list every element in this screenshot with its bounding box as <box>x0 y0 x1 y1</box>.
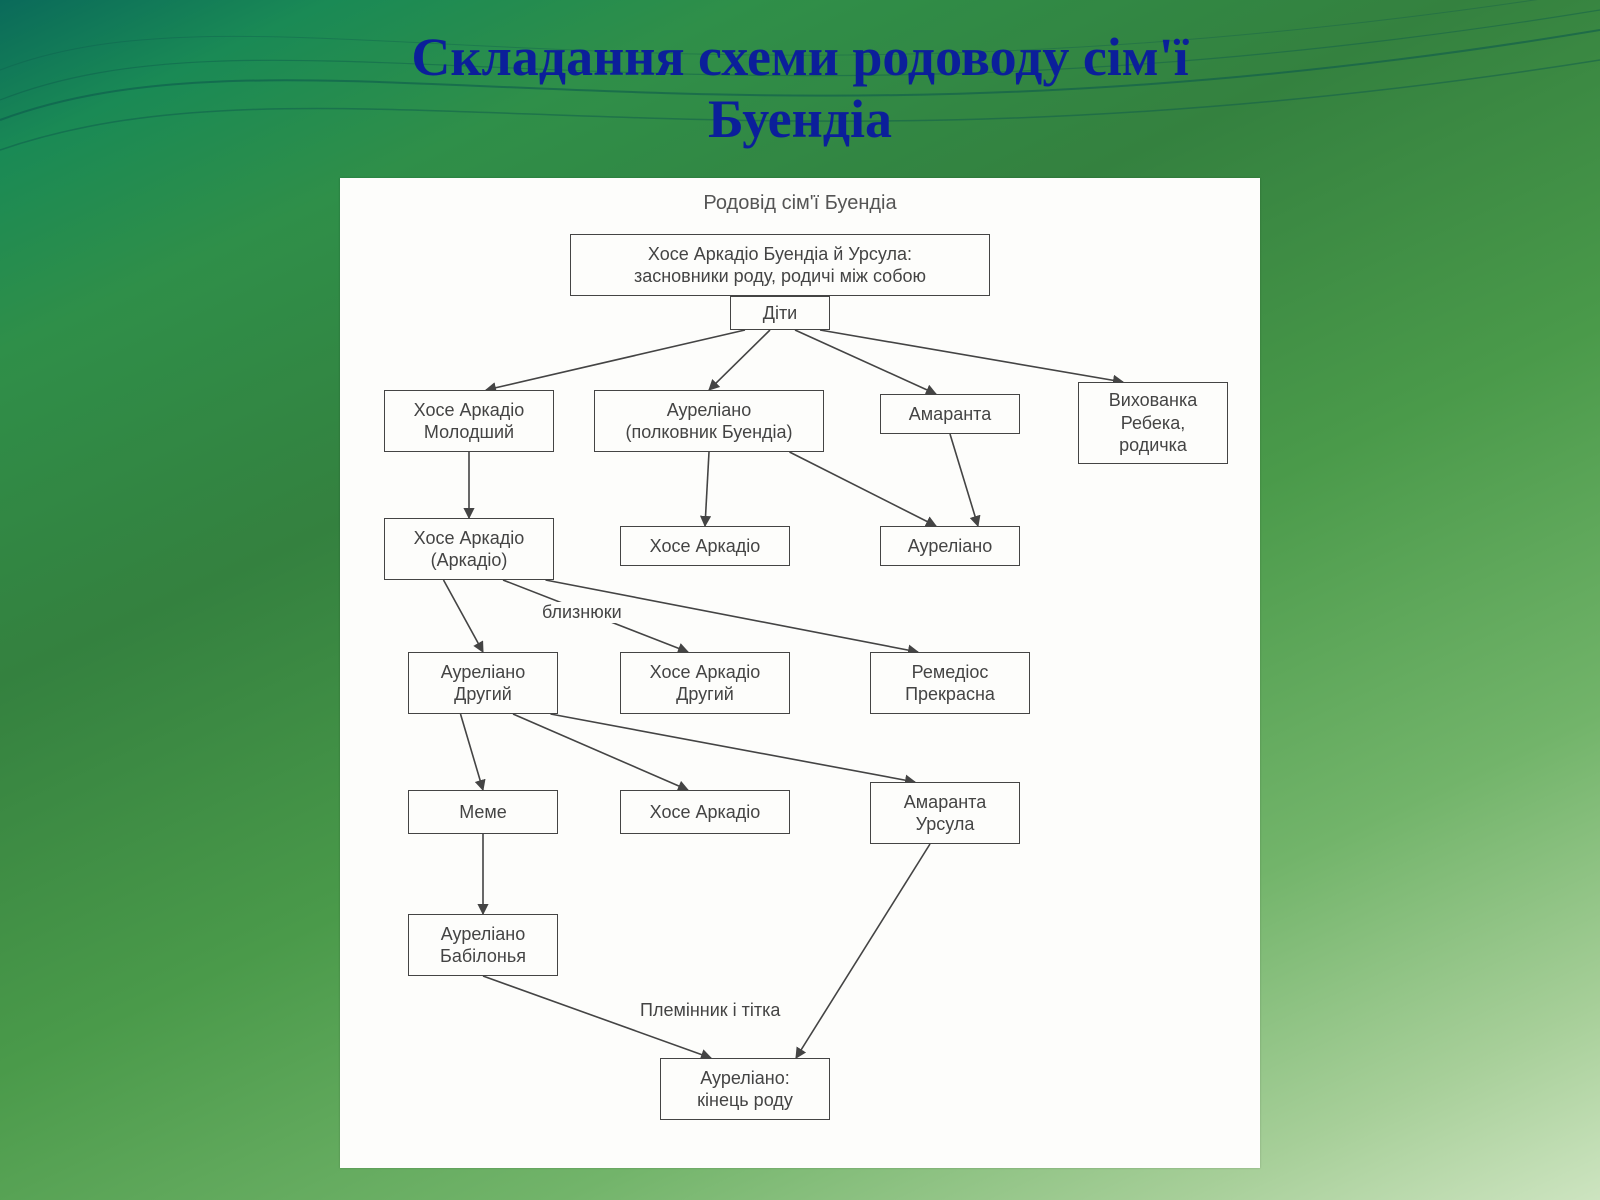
node-aureliano2: Ауреліано <box>880 526 1020 566</box>
node-aur_second: Ауреліано Другий <box>408 652 558 714</box>
node-babilonia: Ауреліано Бабілонья <box>408 914 558 976</box>
family-tree-inner: Родовід сім'ї Буендіа Хосе Аркадіо Буенд… <box>340 178 1260 1168</box>
node-jose_a2: Хосе Аркадіо <box>620 526 790 566</box>
slide-title: Складання схеми родоводу сім'ї Буендіа <box>0 26 1600 150</box>
node-ama_ursula: Амаранта Урсула <box>870 782 1020 844</box>
node-amaranta: Амаранта <box>880 394 1020 434</box>
node-meme: Меме <box>408 790 558 834</box>
label-twins: близнюки <box>538 602 626 623</box>
slide: Складання схеми родоводу сім'ї Буендіа Р… <box>0 0 1600 1200</box>
family-tree-panel: Родовід сім'ї Буендіа Хосе Аркадіо Буенд… <box>340 178 1260 1168</box>
node-children: Діти <box>730 296 830 330</box>
node-aureliano_col: Ауреліано (полковник Буендіа) <box>594 390 824 452</box>
node-end: Ауреліано: кінець роду <box>660 1058 830 1120</box>
node-rebeka: Вихованка Ребека, родичка <box>1078 382 1228 464</box>
node-arcadio: Хосе Аркадіо (Аркадіо) <box>384 518 554 580</box>
node-founders: Хосе Аркадіо Буендіа й Урсула: засновник… <box>570 234 990 296</box>
slide-title-line1: Складання схеми родоводу сім'ї <box>411 27 1188 87</box>
family-tree-title: Родовід сім'ї Буендіа <box>340 192 1260 215</box>
label-nephew: Племінник і тітка <box>636 1000 784 1021</box>
node-jose_second: Хосе Аркадіо Другий <box>620 652 790 714</box>
node-remedios: Ремедіос Прекрасна <box>870 652 1030 714</box>
slide-title-line2: Буендіа <box>708 89 892 149</box>
node-jose_a3: Хосе Аркадіо <box>620 790 790 834</box>
node-jose_jr: Хосе Аркадіо Молодший <box>384 390 554 452</box>
